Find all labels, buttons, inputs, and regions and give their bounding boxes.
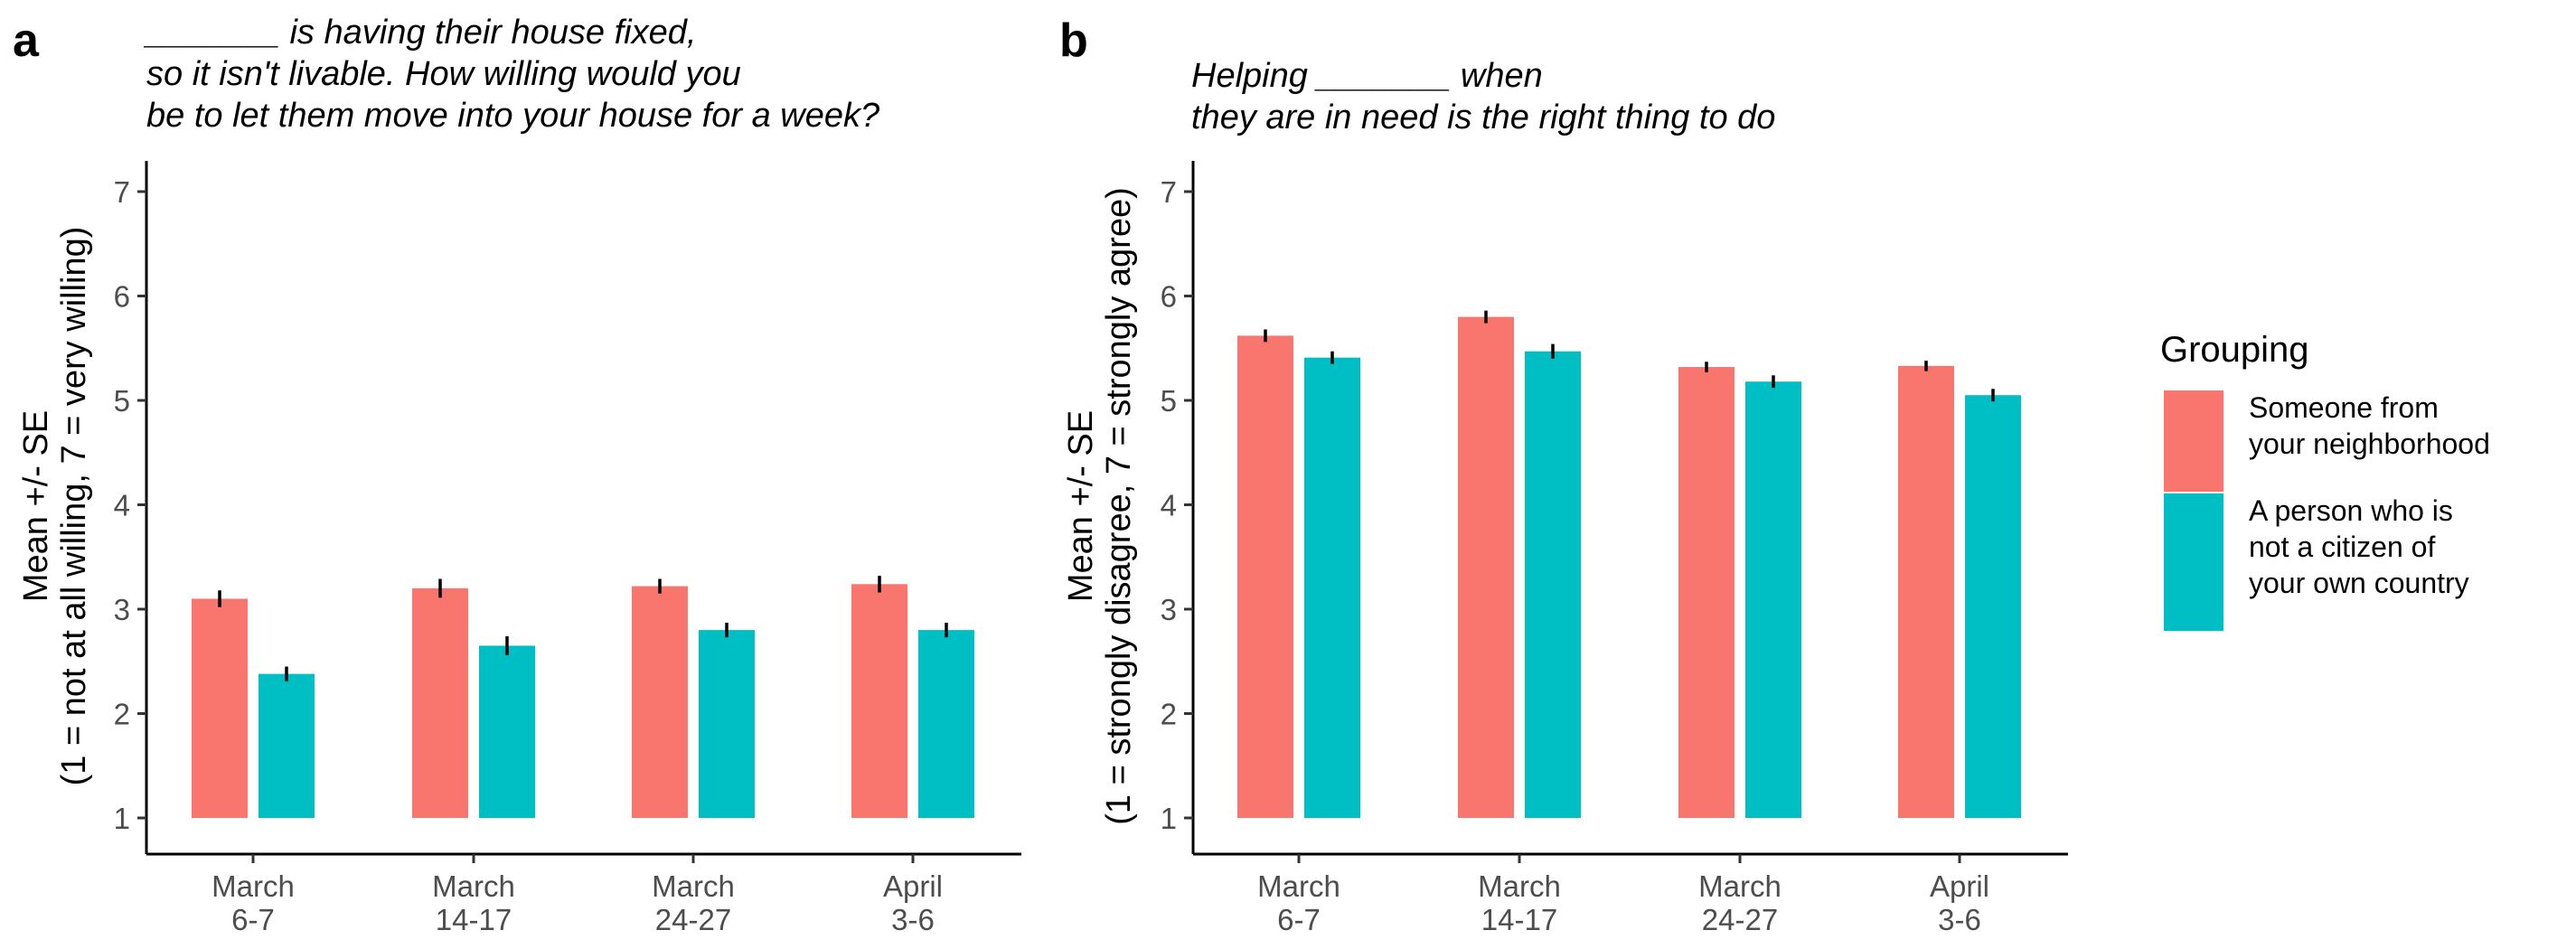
title-line: so it isn't livable. How willing would y… <box>146 55 741 93</box>
bar-neighborhood <box>1458 316 1514 819</box>
bar-neighborhood <box>1678 367 1735 818</box>
panel-title: _______ is having their house fixed, so i… <box>144 14 880 135</box>
x-tick-label-line: March <box>212 869 295 903</box>
panel-a: a _______ is having their house fixed, so … <box>13 14 1021 936</box>
legend-label-line: your own country <box>2249 567 2469 599</box>
y-tick-label: 5 <box>114 384 130 418</box>
panel-b: b Helping _______ when they are in need is… <box>1059 14 2068 936</box>
x-tick-label-line: 14-17 <box>1481 903 1557 936</box>
y-tick-label: 2 <box>114 698 130 731</box>
x-tick-label: March 14-17 <box>1478 869 1561 936</box>
y-axis-label-line: (1 = not at all willing, 7 = very willin… <box>55 227 93 786</box>
bar-non-citizen <box>918 630 974 818</box>
x-tick-label: March 6-7 <box>212 869 295 936</box>
legend: Grouping Someone from your neighborhood A p… <box>2160 330 2490 631</box>
y-axis-label: Mean +/- SE(1 = not at all willing, 7 = … <box>17 227 93 786</box>
bar-non-citizen <box>699 630 755 818</box>
bar-non-citizen <box>1965 395 2021 818</box>
panel-letter: a <box>13 14 40 67</box>
legend-label-line: your neighborhood <box>2249 428 2490 460</box>
y-tick-label: 2 <box>1161 698 1177 731</box>
x-tick-label-line: April <box>883 869 943 903</box>
y-axis-label-line: Mean +/- SE <box>1062 410 1100 602</box>
legend-label: A person who is not a citizen of your own … <box>2249 494 2469 599</box>
bar-neighborhood <box>851 584 907 818</box>
legend-label-line: Someone from <box>2249 391 2439 424</box>
x-tick-label: March 24-27 <box>652 869 735 936</box>
y-tick-label: 6 <box>114 280 130 314</box>
x-tick-label-line: April <box>1930 869 1989 903</box>
panel-title: Helping _______ when they are in need is … <box>1191 57 1775 136</box>
bar-neighborhood <box>1237 335 1293 818</box>
bar-neighborhood <box>192 598 248 818</box>
x-tick-label: March 14-17 <box>432 869 515 936</box>
title-line: they are in need is the right thing to d… <box>1191 99 1775 136</box>
x-tick-label-line: March <box>652 869 735 903</box>
y-tick-label: 6 <box>1161 280 1177 314</box>
y-tick-label: 5 <box>1161 384 1177 418</box>
legend-title: Grouping <box>2160 330 2309 370</box>
title-line: _______ is having their house fixed, <box>144 14 696 52</box>
legend-key <box>2164 390 2223 492</box>
panel-letter: b <box>1059 14 1088 67</box>
bar-non-citizen <box>1304 357 1360 818</box>
y-tick-label: 7 <box>1161 175 1177 209</box>
y-tick-label: 1 <box>114 802 130 835</box>
bar-neighborhood <box>412 587 468 818</box>
x-tick-label: April 3-6 <box>883 869 943 936</box>
x-tick-label: March 6-7 <box>1257 869 1340 936</box>
legend-label: Someone from your neighborhood <box>2249 391 2490 460</box>
title-line: Helping _______ when <box>1191 57 1543 95</box>
bar-non-citizen <box>1525 351 1581 819</box>
bar-neighborhood <box>1898 365 1954 818</box>
x-tick-label-line: 3-6 <box>1938 903 1981 936</box>
y-tick-label: 3 <box>1161 593 1177 626</box>
x-tick-label-line: 14-17 <box>436 903 512 936</box>
x-tick-label-line: March <box>1478 869 1561 903</box>
x-tick-label: March 24-27 <box>1698 869 1782 936</box>
x-tick-label-line: 6-7 <box>1277 903 1321 936</box>
y-axis-label-line: (1 = strongly disagree, 7 = strongly agr… <box>1100 187 1138 825</box>
bar-non-citizen <box>1745 381 1801 818</box>
legend-key <box>2164 493 2223 631</box>
legend-label-line: A person who is <box>2249 494 2453 527</box>
x-tick-label-line: 24-27 <box>1702 903 1778 936</box>
legend-label-line: not a citizen of <box>2249 531 2435 563</box>
y-tick-label: 3 <box>114 593 130 626</box>
x-tick-label-line: March <box>432 869 515 903</box>
x-tick-label-line: 6-7 <box>231 903 275 936</box>
y-tick-label: 1 <box>1161 802 1177 835</box>
bar-non-citizen <box>259 673 315 818</box>
title-line: be to let them move into your house for … <box>146 97 880 135</box>
y-tick-label: 4 <box>114 489 130 522</box>
bar-neighborhood <box>632 586 688 818</box>
x-tick-label: April 3-6 <box>1930 869 1989 936</box>
bar-non-citizen <box>479 645 535 818</box>
x-tick-label-line: 3-6 <box>891 903 935 936</box>
y-axis-label: Mean +/- SE(1 = strongly disagree, 7 = s… <box>1062 187 1138 825</box>
x-tick-label-line: March <box>1698 869 1782 903</box>
y-axis-label-line: Mean +/- SE <box>17 410 55 602</box>
x-tick-label-line: March <box>1257 869 1340 903</box>
y-tick-label: 7 <box>114 175 130 209</box>
x-tick-label-line: 24-27 <box>655 903 731 936</box>
y-tick-label: 4 <box>1161 489 1177 522</box>
